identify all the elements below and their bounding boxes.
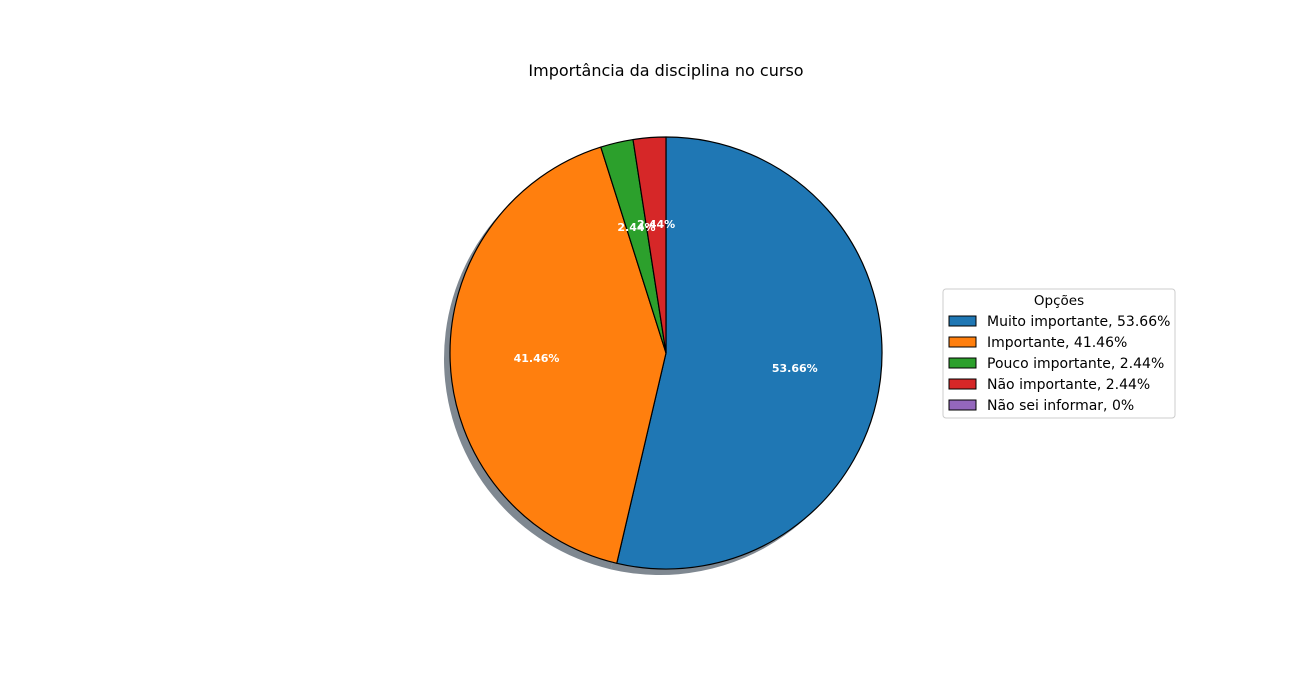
legend-title: Opções [1034,293,1084,309]
legend-swatch-nao-importante [948,378,977,390]
pct-label-importante: 41.46% [514,352,560,365]
legend-swatch-importante [948,336,977,348]
legend-swatch-muito-importante [948,315,977,327]
legend-frame [942,288,1176,419]
pct-label-muito-importante: 53.66% [772,362,818,375]
legend-label-nao-sei-informar: Não sei informar, 0% [987,398,1134,414]
pct-label-pouco-importante: 2.44% [617,221,655,234]
pie-slices [449,136,883,570]
legend-swatch-nao-sei-informar [948,399,977,411]
legend-label-nao-importante: Não importante, 2.44% [987,377,1150,393]
legend-label-pouco-importante: Pouco importante, 2.44% [987,356,1164,372]
pct-label-nao-importante: 2.44% [637,218,675,231]
legend-label-importante: Importante, 41.46% [987,335,1127,351]
legend-label-muito-importante: Muito importante, 53.66% [987,314,1170,330]
legend-swatch-pouco-importante [948,357,977,369]
legend-items: Muito importante, 53.66% Importante, 41.4… [948,314,1170,414]
legend: Opções Muito importante, 53.66% Important… [942,288,1176,419]
chart-title: Importância da disciplina no curso [528,61,803,80]
slice-importante [449,146,667,564]
slice-muito-importante [616,136,883,570]
slice-nao-importante [632,136,667,354]
pie-percent-labels: 53.66% 41.46% 2.44%2.44% [514,218,818,375]
